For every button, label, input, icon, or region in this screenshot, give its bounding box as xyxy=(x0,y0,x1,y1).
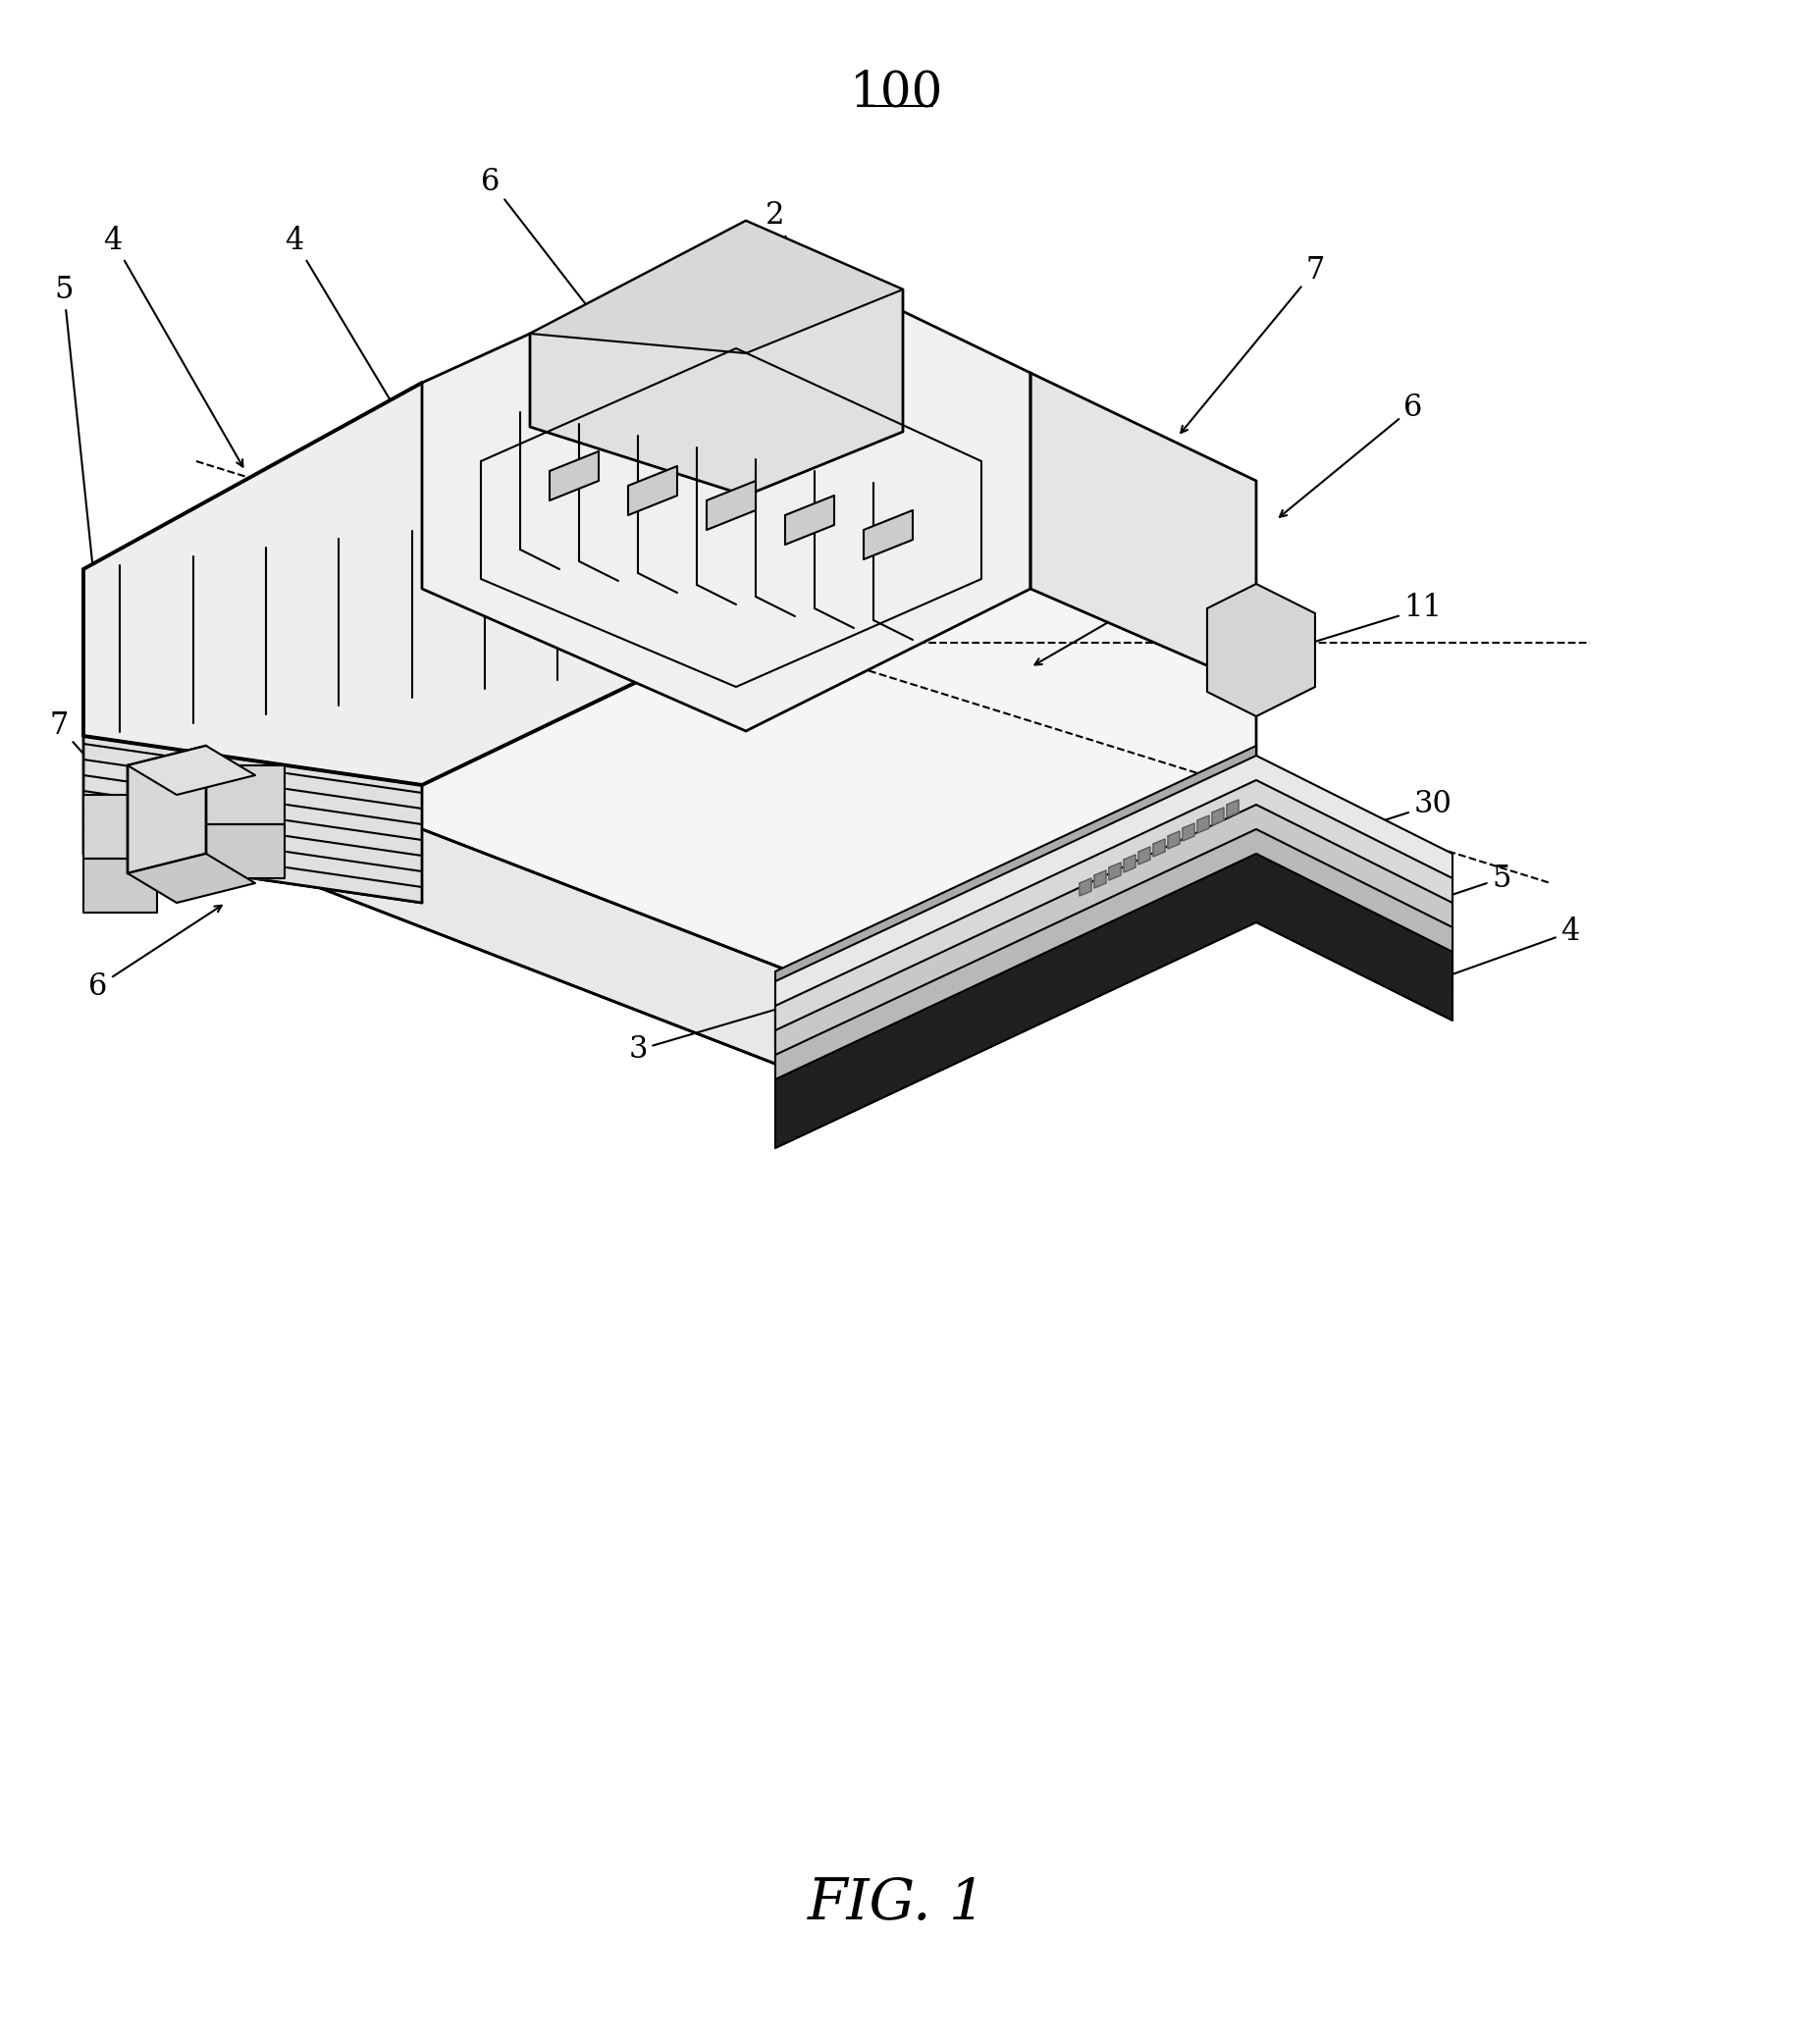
Polygon shape xyxy=(1079,879,1091,895)
Polygon shape xyxy=(707,480,756,529)
Polygon shape xyxy=(83,858,156,912)
Polygon shape xyxy=(127,746,206,873)
Polygon shape xyxy=(83,736,422,903)
Polygon shape xyxy=(196,824,285,879)
Text: 4: 4 xyxy=(1438,918,1580,981)
Polygon shape xyxy=(775,854,1452,1149)
Polygon shape xyxy=(422,235,1030,732)
Polygon shape xyxy=(775,830,1452,1124)
Text: 7: 7 xyxy=(1181,256,1325,433)
Text: 5: 5 xyxy=(1359,863,1511,926)
Polygon shape xyxy=(1226,799,1239,818)
Polygon shape xyxy=(854,805,1256,1094)
Polygon shape xyxy=(530,221,903,495)
Text: FIG. 1: FIG. 1 xyxy=(808,1876,987,1932)
Polygon shape xyxy=(196,764,285,824)
Polygon shape xyxy=(1169,832,1179,848)
Polygon shape xyxy=(127,854,255,903)
Text: 6: 6 xyxy=(88,905,221,1002)
Polygon shape xyxy=(206,746,854,1094)
Text: 3: 3 xyxy=(628,1002,801,1065)
Polygon shape xyxy=(1197,816,1210,834)
Text: 4: 4 xyxy=(285,225,409,433)
Polygon shape xyxy=(83,382,668,785)
Text: 7: 7 xyxy=(50,711,135,811)
Polygon shape xyxy=(1109,863,1120,881)
Polygon shape xyxy=(1152,838,1165,856)
Text: 11: 11 xyxy=(1300,593,1441,648)
Text: 6: 6 xyxy=(481,166,605,329)
Polygon shape xyxy=(1124,854,1136,873)
Text: 4: 4 xyxy=(104,225,242,466)
Polygon shape xyxy=(775,805,1452,1100)
Polygon shape xyxy=(1206,585,1316,715)
Polygon shape xyxy=(784,495,835,544)
Polygon shape xyxy=(127,746,255,795)
Polygon shape xyxy=(775,781,1452,1075)
Polygon shape xyxy=(1183,824,1194,840)
Polygon shape xyxy=(83,795,156,858)
Text: 100: 100 xyxy=(851,69,944,117)
Polygon shape xyxy=(1138,846,1151,865)
Polygon shape xyxy=(549,452,600,501)
Polygon shape xyxy=(1212,807,1224,826)
Polygon shape xyxy=(775,756,1452,1051)
Text: 1: 1 xyxy=(1034,544,1226,664)
Polygon shape xyxy=(1095,871,1106,887)
Polygon shape xyxy=(863,511,912,560)
Polygon shape xyxy=(1030,372,1256,687)
Text: 30: 30 xyxy=(1300,789,1452,848)
Polygon shape xyxy=(206,368,1256,995)
Polygon shape xyxy=(628,466,677,515)
Polygon shape xyxy=(775,746,1256,1030)
Polygon shape xyxy=(530,221,903,354)
Text: 2: 2 xyxy=(766,200,851,368)
Text: 5: 5 xyxy=(54,274,101,613)
Text: 6: 6 xyxy=(1280,392,1423,517)
